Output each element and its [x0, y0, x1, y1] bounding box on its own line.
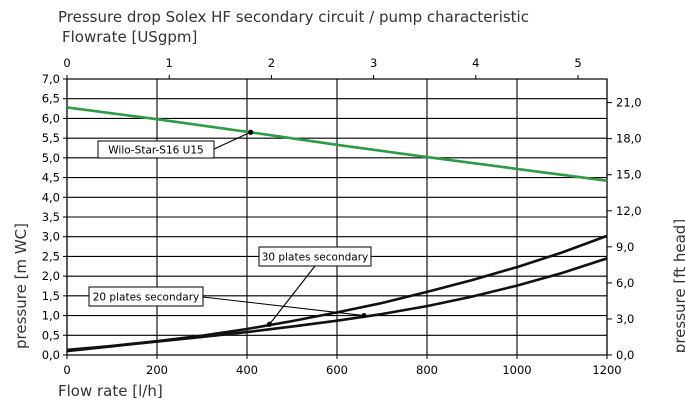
- y-tick-label-10: 5,0: [42, 151, 60, 165]
- callout-label-wilo-star-s16-u15: Wilo-Star-S16 U15: [108, 145, 203, 157]
- y2-tick-label-0: 0,0: [616, 348, 634, 362]
- y-tick-label-2: 1,0: [42, 309, 60, 323]
- y-tick-label-14: 7,0: [42, 72, 60, 86]
- callout-box-20-plates-secondary: [88, 286, 204, 307]
- callout-point-30-plates-secondary: [266, 321, 273, 327]
- y-tick-label-11: 5,5: [42, 131, 60, 145]
- callout-label-30-plates-secondary: 30 plates secondary: [262, 252, 369, 264]
- y-tick-label-8: 4,0: [42, 190, 60, 204]
- callout-point-wilo-star-s16-u15: [248, 129, 254, 135]
- callout-box-30-plates-secondary: [258, 246, 372, 267]
- callout-leader-wilo-star-s16-u15: [213, 131, 251, 150]
- x2-tick-label-5: 5: [574, 56, 581, 70]
- callout-leader-30-plates-secondary: [269, 265, 316, 325]
- x2-tick-label-1: 1: [166, 56, 173, 70]
- x-tick-label-0: 0: [63, 363, 70, 377]
- x2-tick-label-2: 2: [268, 56, 275, 70]
- y2-tick-label-3: 9,0: [616, 240, 634, 254]
- y-tick-label-1: 0,5: [42, 328, 60, 342]
- y-tick-label-9: 4,5: [42, 171, 60, 185]
- x-tick-label-3: 600: [326, 363, 348, 377]
- y2-tick-label-7: 21,0: [616, 96, 642, 110]
- x-tick-label-5: 1000: [502, 363, 531, 377]
- y2-tick-label-6: 18,0: [616, 132, 642, 146]
- series-line-wilo-star-s16-u15: [66, 106, 608, 182]
- x-axis-label: Flow rate [l/h]: [58, 382, 163, 400]
- y2-tick-label-2: 6,0: [616, 276, 634, 290]
- y-tick-label-13: 6,5: [42, 92, 60, 106]
- y-tick-label-7: 3,5: [42, 210, 60, 224]
- x-tick-label-6: 1200: [592, 363, 621, 377]
- x-tick-label-4: 800: [416, 363, 438, 377]
- y2-tick-label-1: 3,0: [616, 312, 634, 326]
- callout-point-20-plates-secondary: [361, 312, 367, 319]
- callout-label-20-plates-secondary: 20 plates secondary: [93, 292, 200, 304]
- callout-box-wilo-star-s16-u15: [97, 140, 215, 159]
- x-tick-label-1: 200: [146, 363, 168, 377]
- x-tick-label-2: 400: [236, 363, 258, 377]
- x2-tick-label-0: 0: [63, 56, 70, 70]
- callout-leader-20-plates-secondary: [202, 296, 365, 317]
- y-tick-label-0: 0,0: [42, 348, 60, 362]
- y-tick-label-12: 6,0: [42, 111, 60, 125]
- y-tick-label-6: 3,0: [42, 230, 60, 244]
- x2-tick-label-3: 3: [370, 56, 377, 70]
- y-tick-label-3: 1,5: [42, 289, 60, 303]
- top-axis-label: Flowrate [USgpm]: [62, 28, 198, 46]
- series-line-20-plates-secondary: [66, 257, 608, 353]
- y-tick-label-4: 2,0: [42, 269, 60, 283]
- y2-tick-label-5: 15,0: [616, 168, 642, 182]
- y-tick-label-5: 2,5: [42, 249, 60, 263]
- x2-tick-label-4: 4: [472, 56, 479, 70]
- chart-title: Pressure drop Solex HF secondary circuit…: [58, 8, 529, 26]
- y2-tick-label-4: 12,0: [616, 204, 642, 218]
